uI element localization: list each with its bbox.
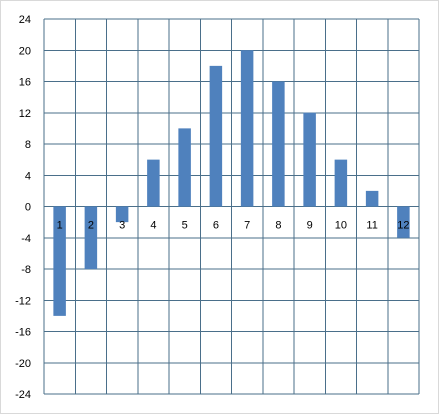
bar-9 — [303, 112, 316, 207]
y-tick-label: -8 — [21, 264, 31, 276]
bar-1 — [53, 206, 66, 316]
x-tick-label: 6 — [213, 220, 219, 232]
y-tick-label: -20 — [15, 358, 31, 370]
bar-7 — [240, 50, 254, 207]
gridlines — [43, 18, 420, 395]
y-tick-label: -16 — [15, 327, 31, 339]
bar-12 — [397, 206, 410, 238]
x-tick-label: 12 — [397, 220, 409, 232]
y-tick-label: 4 — [25, 170, 31, 182]
x-tick-label: 10 — [335, 220, 347, 232]
bar-3 — [115, 206, 129, 223]
y-tick-label: 0 — [25, 202, 31, 214]
bar-6 — [209, 65, 223, 207]
x-tick-label: 1 — [57, 220, 63, 232]
bar-8 — [272, 81, 285, 207]
x-tick-label: 8 — [275, 220, 281, 232]
x-tick-label: 11 — [366, 220, 377, 232]
x-tick-label: 7 — [244, 220, 250, 232]
x-axis-ticks: 1 2 3 4 5 6 7 8 9 10 11 12 — [57, 220, 410, 232]
y-tick-label: 20 — [19, 45, 31, 57]
bar-5 — [178, 128, 191, 207]
bar-11 — [365, 190, 379, 207]
y-tick-label: 24 — [19, 14, 31, 26]
x-tick-label: 5 — [182, 220, 188, 232]
y-tick-label: -12 — [15, 295, 31, 307]
y-tick-label: -4 — [21, 233, 31, 245]
x-tick-label: 9 — [307, 220, 313, 232]
bar-10 — [334, 159, 348, 207]
x-tick-label: 4 — [150, 220, 156, 232]
bars — [53, 50, 410, 316]
x-tick-label: 2 — [88, 220, 94, 232]
y-tick-label: -24 — [15, 389, 31, 401]
x-tick-label: 3 — [119, 220, 125, 232]
bar-4 — [147, 159, 160, 207]
bar-2 — [84, 206, 98, 269]
y-tick-label: 8 — [25, 139, 31, 151]
y-tick-label: 12 — [19, 108, 31, 120]
y-tick-label: 16 — [19, 77, 31, 89]
y-axis-ticks: -24 -20 -16 -12 -8 -4 0 4 8 12 16 20 24 — [15, 14, 31, 401]
